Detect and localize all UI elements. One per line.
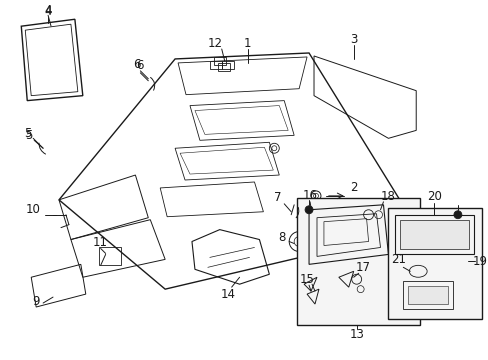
Text: 6: 6	[136, 59, 144, 72]
Text: 6: 6	[132, 58, 140, 71]
Text: 4: 4	[44, 5, 52, 18]
Bar	[217, 63, 229, 71]
Text: 19: 19	[471, 255, 486, 268]
Circle shape	[453, 211, 461, 219]
Bar	[99, 247, 120, 265]
Polygon shape	[400, 220, 468, 249]
Bar	[407, 286, 447, 304]
Text: 7: 7	[273, 192, 281, 204]
Text: 13: 13	[348, 328, 364, 341]
Circle shape	[305, 206, 312, 214]
Bar	[403, 281, 452, 309]
Text: 14: 14	[220, 288, 235, 301]
Text: 15: 15	[299, 273, 314, 286]
Bar	[387, 208, 481, 319]
Bar	[221, 61, 233, 69]
Text: 16: 16	[302, 189, 317, 202]
Text: 20: 20	[426, 190, 441, 203]
Text: 2: 2	[349, 181, 357, 194]
Text: 1: 1	[244, 37, 251, 50]
Text: 4: 4	[44, 4, 52, 17]
Text: 21: 21	[390, 253, 405, 266]
Text: 5: 5	[25, 129, 33, 142]
Text: 18: 18	[380, 190, 395, 203]
Text: 9: 9	[32, 294, 40, 307]
Text: 12: 12	[207, 37, 222, 50]
Bar	[213, 57, 225, 65]
Text: 3: 3	[349, 33, 357, 46]
Bar	[297, 198, 419, 325]
Text: 17: 17	[355, 261, 370, 274]
Text: 8: 8	[278, 231, 285, 244]
Text: 5: 5	[24, 127, 32, 140]
Text: 10: 10	[26, 203, 41, 216]
Bar	[209, 61, 221, 69]
Text: 11: 11	[93, 236, 108, 249]
